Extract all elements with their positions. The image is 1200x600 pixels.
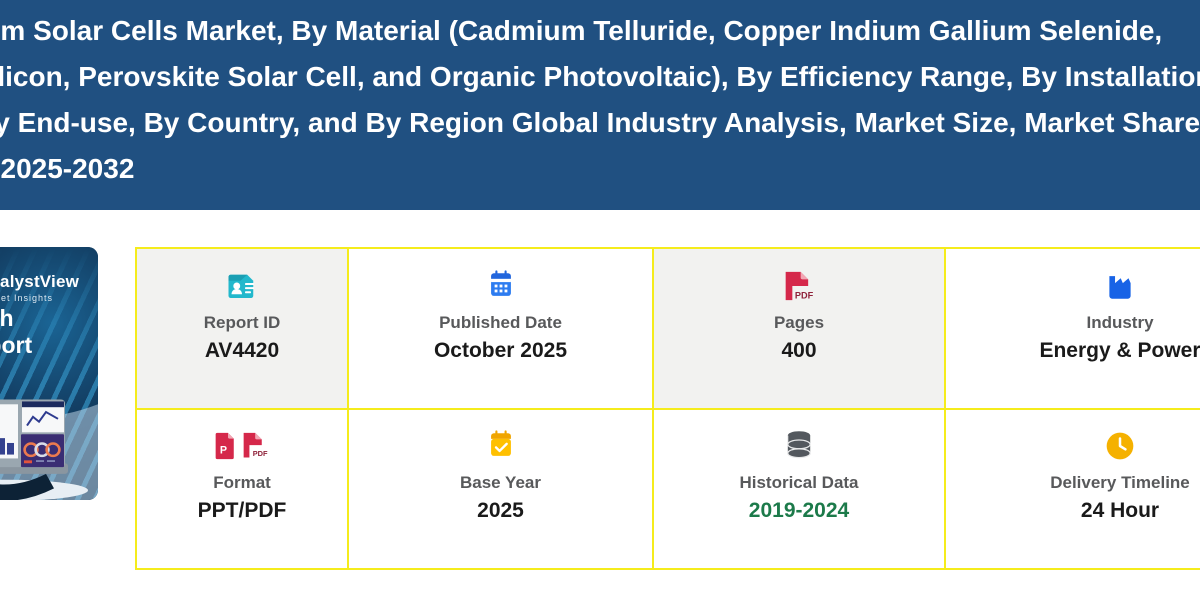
svg-text:PDF: PDF (253, 449, 268, 458)
svg-text:PDF: PDF (795, 291, 814, 301)
svg-text:P: P (220, 444, 227, 456)
